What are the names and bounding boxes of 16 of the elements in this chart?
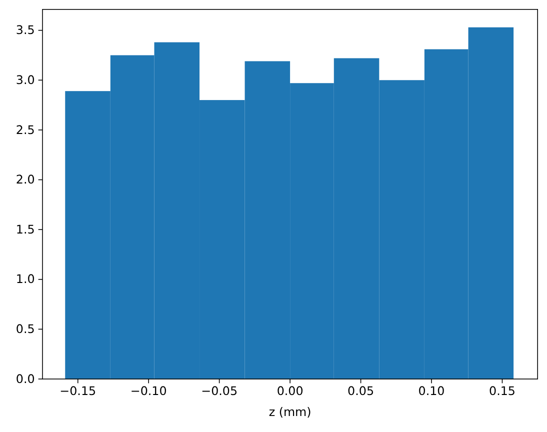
y-tick-label: 1.0	[16, 272, 35, 286]
y-tick-label: 1.5	[16, 222, 35, 236]
x-tick-label: 0.10	[418, 384, 445, 398]
x-tick-label: −0.10	[130, 384, 167, 398]
y-tick-label: 0.0	[16, 372, 35, 386]
y-tick-label: 3.0	[16, 72, 35, 87]
y-tick-label: 2.0	[16, 172, 35, 187]
x-tick-label: −0.15	[60, 384, 96, 398]
y-tick-label: 0.5	[16, 322, 35, 336]
y-tick-label: 2.5	[16, 122, 35, 137]
x-tick-label: 0.05	[348, 384, 374, 398]
x-axis-title: z (mm)	[268, 405, 312, 419]
x-tick-label: 0.15	[488, 384, 516, 398]
x-tick-label: 0.00	[276, 384, 304, 398]
y-tick-label: 3.5	[16, 23, 35, 38]
x-tick-label: −0.05	[201, 384, 238, 398]
